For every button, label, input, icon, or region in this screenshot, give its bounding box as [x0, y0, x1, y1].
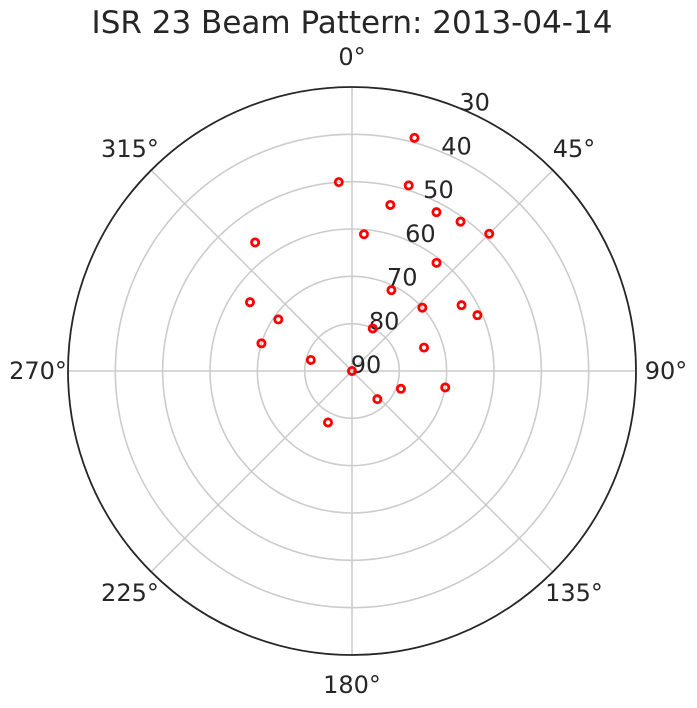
outer-frame	[67, 86, 637, 656]
azimuth-label-315: 315°	[101, 135, 159, 163]
data-point	[455, 216, 466, 227]
data-point	[273, 314, 284, 325]
data-point	[367, 323, 378, 334]
data-point	[431, 257, 442, 268]
data-point	[333, 177, 344, 188]
elevation-label-30: 30	[459, 89, 490, 117]
data-point	[409, 132, 420, 143]
data-point	[472, 310, 483, 321]
data-point	[250, 237, 261, 248]
elevation-label-40: 40	[441, 132, 472, 160]
polar-grid	[68, 87, 636, 655]
data-point	[346, 365, 357, 376]
grid-spoke-45	[351, 169, 554, 372]
elevation-label-60: 60	[405, 220, 436, 248]
polar-frame	[67, 86, 637, 656]
azimuth-label-45: 45°	[553, 135, 596, 163]
data-point	[456, 300, 467, 311]
data-point	[431, 207, 442, 218]
data-point	[322, 417, 333, 428]
chart-title: ISR 23 Beam Pattern: 2013-04-14	[92, 5, 613, 41]
data-point	[417, 302, 428, 313]
data-point	[386, 285, 397, 296]
data-point	[403, 180, 414, 191]
data-point	[244, 297, 255, 308]
data-point	[256, 338, 267, 349]
azimuth-label-180: 180°	[323, 671, 381, 699]
elevation-label-90: 90	[351, 351, 382, 379]
data-point	[358, 229, 369, 240]
data-point	[385, 199, 396, 210]
grid-spoke-135	[351, 370, 554, 573]
azimuth-label-90: 90°	[645, 357, 688, 385]
elevation-label-50: 50	[423, 176, 454, 204]
azimuth-label-270: 270°	[9, 357, 67, 385]
beam-points	[244, 132, 495, 428]
data-point	[484, 228, 495, 239]
data-point	[419, 342, 430, 353]
azimuth-label-0: 0°	[338, 43, 365, 71]
data-point	[440, 382, 451, 393]
data-point	[395, 383, 406, 394]
grid-spoke-315	[150, 169, 353, 372]
azimuth-label-135: 135°	[545, 579, 603, 607]
grid-spoke-225	[150, 370, 353, 573]
data-point	[372, 394, 383, 405]
azimuth-tick-labels: 0° 45° 90° 135° 180° 225° 270° 315°	[9, 43, 687, 699]
data-point	[305, 354, 316, 365]
azimuth-label-225: 225°	[101, 579, 159, 607]
